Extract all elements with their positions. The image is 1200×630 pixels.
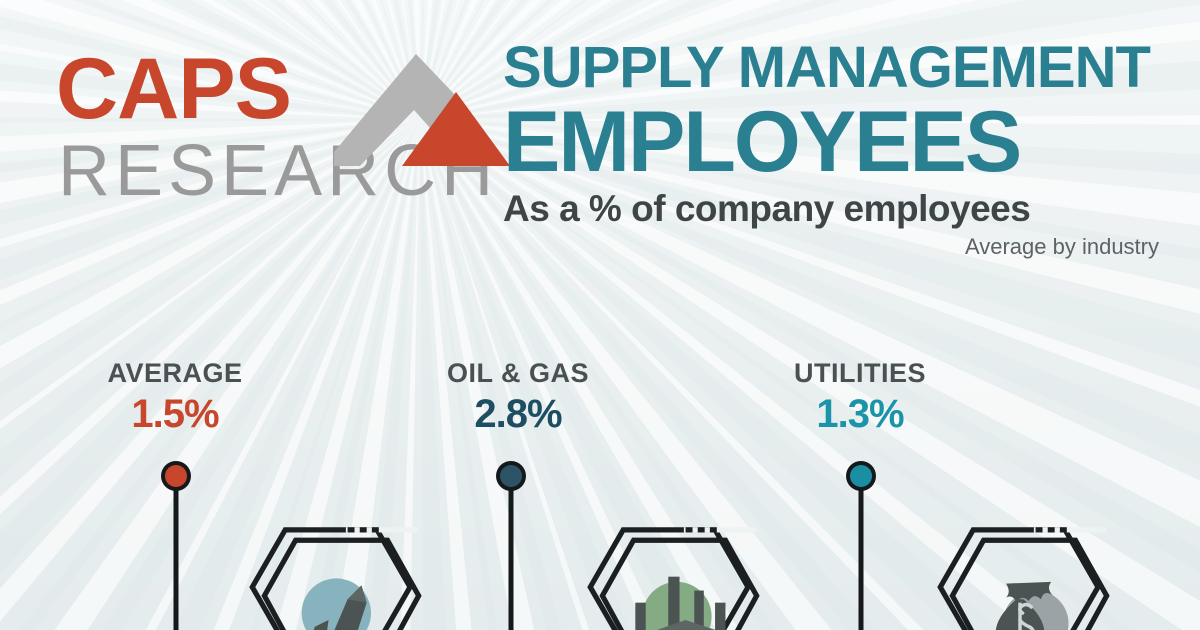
brand-logo: CAPS RESEARCH bbox=[56, 41, 510, 222]
hex-badge-average bbox=[232, 516, 432, 630]
page-note: Average by industry bbox=[964, 234, 1159, 259]
pin-marker-icon bbox=[160, 458, 192, 630]
hex-badge-oil-gas bbox=[570, 516, 770, 630]
stat-column-utilities: UTILITIES 1.3% bbox=[710, 358, 1010, 437]
stat-label: UTILITIES bbox=[794, 358, 926, 388]
hexagon-frame-inner bbox=[261, 537, 422, 630]
mountain-peak-icon bbox=[334, 54, 510, 166]
rocket-icon bbox=[301, 578, 371, 630]
stat-value: 2.8% bbox=[474, 392, 562, 436]
stat-label: AVERAGE bbox=[107, 358, 243, 388]
stat-value: 1.5% bbox=[131, 392, 219, 436]
logo-text-caps: CAPS bbox=[56, 41, 292, 137]
stat-label: OIL & GAS bbox=[446, 358, 590, 388]
refinery-icon bbox=[635, 576, 726, 630]
hex-badge-utilities bbox=[920, 516, 1120, 630]
stat-column-oil-gas: OIL & GAS 2.8% bbox=[368, 358, 668, 437]
pin-marker-icon bbox=[495, 458, 527, 630]
page-title-line1: SUPPLY MANAGEMENT bbox=[503, 35, 1151, 100]
stat-value: 1.3% bbox=[816, 392, 904, 436]
header-block: SUPPLY MANAGEMENT EMPLOYEES As a % of co… bbox=[503, 38, 1163, 260]
page-subtitle: As a % of company employees bbox=[503, 188, 1031, 229]
page-title-line2: EMPLOYEES bbox=[503, 94, 1022, 190]
pin-marker-icon bbox=[845, 458, 877, 630]
money-bag-icon bbox=[995, 581, 1069, 630]
stat-column-average: AVERAGE 1.5% bbox=[25, 358, 325, 437]
hexagon-frame-inner bbox=[949, 537, 1110, 630]
hexagon-frame-inner bbox=[599, 537, 760, 630]
